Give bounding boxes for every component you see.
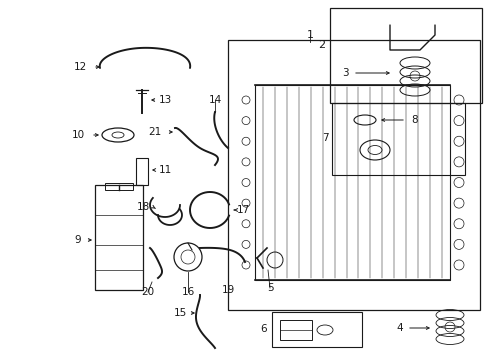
Text: 6: 6 [260,324,267,334]
Text: 20: 20 [141,287,154,297]
Bar [136,158,148,185]
Text: 18: 18 [136,202,149,212]
Text: 5: 5 [266,283,273,293]
Bar [329,8,481,103]
Bar [280,320,311,340]
Text: 13: 13 [158,95,171,105]
Text: 19: 19 [221,285,234,295]
Text: 12: 12 [73,62,86,72]
Text: 8: 8 [411,115,417,125]
Text: 10: 10 [71,130,84,140]
Bar [105,183,133,190]
Text: 7: 7 [321,133,327,143]
Bar [95,185,142,290]
Text: 16: 16 [181,287,194,297]
Text: 3: 3 [341,68,347,78]
Text: 21: 21 [148,127,162,137]
Bar [227,40,479,310]
Text: 9: 9 [75,235,81,245]
Bar [254,85,449,280]
Text: 17: 17 [236,205,249,215]
Text: 4: 4 [396,323,403,333]
Text: 1: 1 [306,30,313,40]
Bar [271,312,361,347]
Bar [331,103,464,175]
Text: 14: 14 [208,95,221,105]
Text: 15: 15 [173,308,186,318]
Text: 11: 11 [158,165,171,175]
Text: 2: 2 [318,40,325,50]
